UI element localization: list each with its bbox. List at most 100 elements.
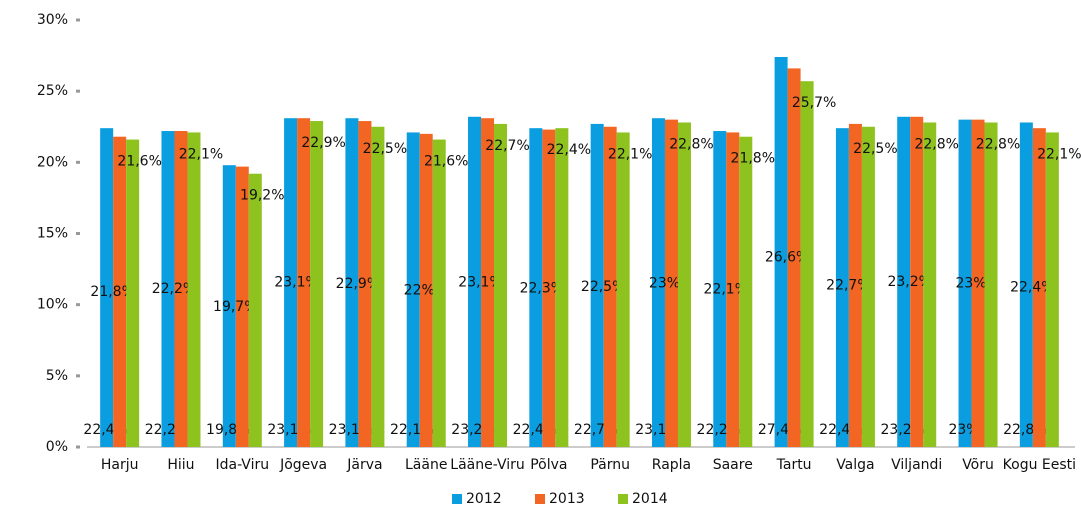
bar bbox=[910, 116, 924, 447]
data-label: 23,1% bbox=[458, 275, 502, 291]
bar bbox=[481, 118, 495, 448]
bar bbox=[297, 118, 311, 448]
bar bbox=[774, 57, 788, 448]
bar bbox=[848, 123, 862, 448]
y-tick-label: 10% bbox=[37, 297, 68, 313]
data-label: 22,8% bbox=[914, 136, 958, 152]
bar bbox=[971, 119, 985, 447]
x-tick-label: Järva bbox=[346, 457, 382, 473]
y-tick-label: 0% bbox=[46, 439, 68, 455]
data-label: 22,3% bbox=[520, 280, 564, 296]
x-tick-label: Jõgeva bbox=[279, 457, 327, 473]
y-tick-mark bbox=[76, 160, 80, 164]
x-tick-label: Põlva bbox=[530, 457, 567, 473]
bar bbox=[590, 123, 604, 448]
data-label: 22,4% bbox=[547, 142, 591, 158]
bar bbox=[494, 123, 508, 448]
bar bbox=[126, 139, 140, 447]
legend-label: 2013 bbox=[549, 491, 585, 507]
data-label: 22,5% bbox=[363, 141, 407, 157]
data-label: 21,8% bbox=[731, 151, 775, 167]
bar bbox=[406, 132, 420, 447]
data-label: 22,1% bbox=[608, 146, 652, 162]
data-label: 22,4% bbox=[1010, 280, 1054, 296]
data-label: 22,2% bbox=[152, 281, 196, 297]
y-tick-mark bbox=[76, 303, 80, 307]
y-tick-label: 15% bbox=[37, 226, 68, 242]
y-tick-mark bbox=[76, 89, 80, 93]
data-label: 26,6% bbox=[765, 250, 809, 266]
bar bbox=[371, 126, 385, 447]
data-label: 19,2% bbox=[240, 188, 284, 204]
bar bbox=[726, 132, 740, 447]
y-tick-label: 30% bbox=[37, 12, 68, 28]
data-label: 21,6% bbox=[424, 154, 468, 170]
bar bbox=[542, 129, 556, 447]
bar bbox=[174, 131, 188, 447]
data-label: 22,5% bbox=[853, 141, 897, 157]
bar bbox=[1032, 128, 1046, 447]
data-label: 22% bbox=[404, 282, 435, 298]
bar bbox=[529, 128, 543, 447]
bar bbox=[835, 128, 849, 447]
bar bbox=[419, 133, 433, 447]
bar bbox=[958, 119, 972, 447]
data-label: 22,1% bbox=[704, 282, 748, 298]
x-tick-label: Pärnu bbox=[590, 457, 630, 473]
bar bbox=[100, 128, 114, 447]
bar bbox=[345, 118, 359, 448]
bar bbox=[616, 132, 630, 447]
bar bbox=[235, 166, 249, 447]
bar bbox=[861, 126, 875, 447]
x-tick-label: Saare bbox=[713, 457, 753, 473]
data-label: 23% bbox=[955, 275, 986, 291]
bar bbox=[468, 116, 482, 447]
x-tick-label: Harju bbox=[101, 457, 139, 473]
bar bbox=[358, 121, 372, 447]
data-label: 22,9% bbox=[336, 276, 380, 292]
bar bbox=[1019, 122, 1033, 447]
x-tick-label: Viljandi bbox=[891, 457, 942, 473]
bar bbox=[800, 81, 814, 447]
data-label: 22,1% bbox=[179, 146, 223, 162]
data-label: 22,1% bbox=[1037, 146, 1081, 162]
x-tick-label: Võru bbox=[962, 457, 994, 473]
bar bbox=[222, 165, 236, 447]
bar bbox=[897, 116, 911, 447]
bar bbox=[677, 122, 691, 447]
bar bbox=[187, 132, 201, 447]
bar bbox=[432, 139, 446, 447]
y-tick-mark bbox=[76, 18, 80, 22]
x-tick-label: Ida-Viru bbox=[215, 457, 269, 473]
x-tick-label: Kogu Eesti bbox=[1003, 457, 1076, 473]
data-label: 25,7% bbox=[792, 95, 836, 111]
bar bbox=[310, 121, 324, 447]
bar bbox=[248, 173, 262, 447]
bar bbox=[603, 126, 617, 447]
data-label: 22,5% bbox=[581, 279, 625, 295]
legend-swatch bbox=[535, 494, 545, 504]
legend-label: 2014 bbox=[632, 491, 668, 507]
x-tick-label: Valga bbox=[836, 457, 874, 473]
bar bbox=[555, 128, 569, 447]
y-tick-mark bbox=[76, 445, 80, 449]
bar bbox=[787, 68, 801, 447]
bar bbox=[739, 136, 753, 448]
x-tick-label: Lääne bbox=[405, 457, 447, 473]
data-label: 23,2% bbox=[887, 274, 931, 290]
bar bbox=[113, 136, 127, 448]
bar bbox=[664, 119, 678, 447]
y-tick-label: 20% bbox=[37, 154, 68, 170]
data-label: 22,8% bbox=[669, 136, 713, 152]
y-tick-mark bbox=[76, 374, 80, 378]
y-tick-label: 25% bbox=[37, 83, 68, 99]
bar bbox=[984, 122, 998, 447]
data-label: 22,9% bbox=[301, 135, 345, 151]
data-label: 21,6% bbox=[117, 154, 161, 170]
data-label: 22,7% bbox=[485, 138, 529, 154]
data-label: 23,1% bbox=[274, 275, 318, 291]
bar bbox=[161, 131, 175, 447]
bar bbox=[284, 118, 298, 448]
x-tick-label: Tartu bbox=[776, 457, 812, 473]
